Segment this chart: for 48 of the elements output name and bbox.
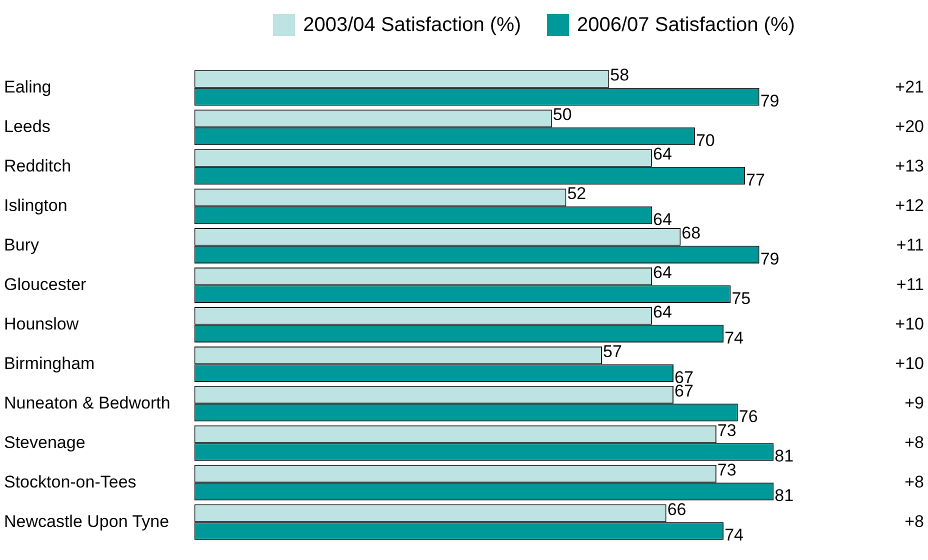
data-label: 73: [717, 460, 736, 480]
y-tick-label: Stevenage: [4, 432, 86, 452]
data-label: 66: [667, 500, 686, 519]
data-label: 64: [653, 302, 672, 322]
y-tick-label: Nuneaton & Bedworth: [4, 393, 170, 412]
data-label: 81: [774, 446, 794, 466]
text: +9: [904, 393, 924, 412]
data-label: 75: [732, 288, 751, 308]
y-tick-label: Islington: [4, 196, 68, 216]
legend-label: 2006/07 Satisfaction (%): [577, 14, 795, 36]
data-label: 79: [760, 92, 780, 110]
data-label: 68: [682, 224, 701, 243]
data-label: 74: [724, 328, 744, 348]
data-label: 81: [774, 486, 794, 506]
legend-label: 2003/04 Satisfaction (%): [303, 14, 521, 36]
text: +21: [895, 78, 924, 97]
y-tick-label: Stockton-on-Tees: [4, 472, 136, 492]
text: +20: [895, 117, 924, 136]
text: +10: [895, 354, 924, 373]
y-tick-label: Birmingham: [4, 354, 95, 373]
text: +10: [895, 314, 924, 334]
y-tick-label: Leeds: [4, 117, 50, 136]
y-tick-label: Gloucester: [4, 274, 87, 294]
data-label: 70: [696, 130, 715, 150]
text: +13: [895, 156, 924, 176]
y-tick-label: Ealing: [4, 78, 52, 97]
data-label: 74: [724, 526, 744, 545]
data-label: 73: [717, 420, 736, 440]
y-tick-label: Redditch: [4, 156, 72, 176]
y-tick-label: Newcastle Upon Tyne: [4, 512, 170, 531]
y-tick-label: Bury: [4, 235, 40, 254]
text: +8: [904, 512, 924, 531]
data-label: 79: [760, 249, 780, 268]
data-label: 64: [653, 263, 672, 282]
text: +8: [904, 432, 924, 452]
data-label: 50: [552, 105, 572, 124]
data-label: 58: [610, 66, 630, 85]
data-label: 77: [746, 170, 765, 190]
text: +8: [904, 472, 924, 492]
text: +11: [896, 235, 924, 254]
text: +11: [896, 274, 924, 294]
data-label: 64: [653, 210, 672, 229]
data-label: 64: [653, 144, 672, 164]
data-label: 76: [738, 407, 758, 426]
data-label: 57: [602, 342, 622, 362]
data-label: 52: [567, 184, 586, 204]
y-tick-label: Hounslow: [4, 314, 80, 334]
text: +12: [895, 196, 924, 216]
